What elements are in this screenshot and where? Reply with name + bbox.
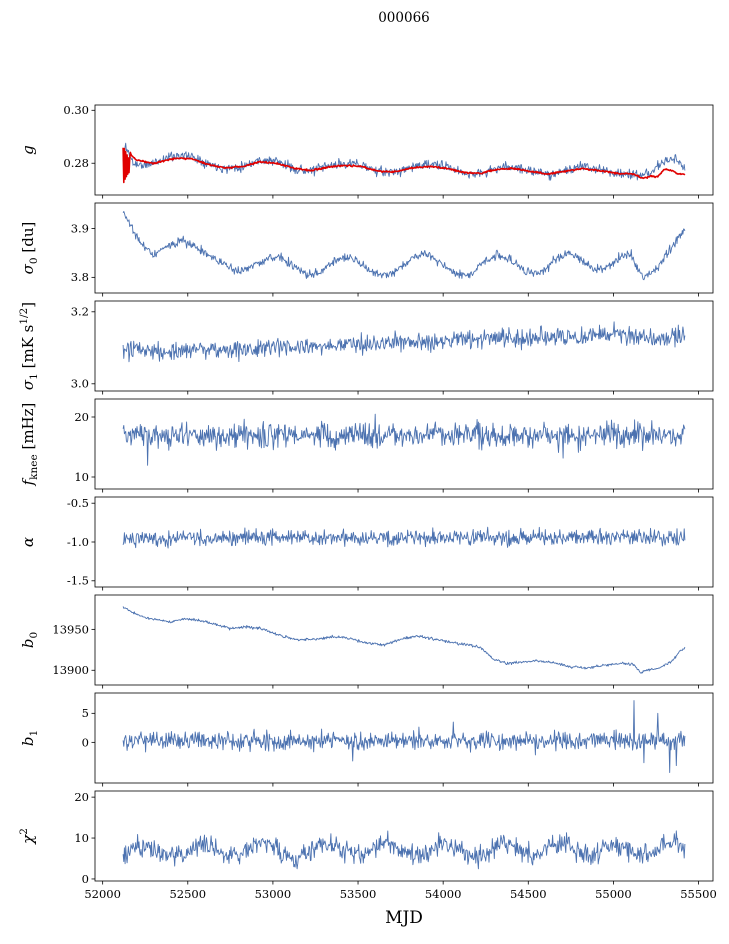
y-axis-label-sigma0: σ0 [du] (19, 222, 40, 275)
subplot-sigma0: 3.9 3.8 σ0 [du] (19, 202, 714, 297)
x-tick-label: 54500 (510, 887, 547, 901)
x-tick-label: 54000 (425, 887, 462, 901)
y-tick-label: 0 (82, 872, 89, 886)
y-tick-label: 0.30 (63, 103, 89, 117)
y-tick-label: 10 (74, 831, 89, 845)
series-b0 (122, 606, 686, 674)
axes-frame-g (94, 104, 714, 196)
y-tick-label: 10 (74, 470, 89, 484)
plot-lines-chi2 (122, 830, 686, 870)
y-ticks-b1: 50 (82, 706, 95, 749)
axes-frame-chi2 (94, 790, 714, 882)
x-tick-label: 52000 (84, 887, 121, 901)
y-axis-label-sigma1: σ1 [mK s1/2] (18, 302, 40, 390)
x-tick-label: 55500 (680, 887, 717, 901)
y-tick-label: 0.28 (63, 156, 89, 170)
y-tick-label: 20 (74, 790, 89, 804)
subplot-b0: 13950 13900 b0 (19, 594, 714, 689)
x-axis-title: MJD (385, 908, 423, 928)
y-ticks-g: 0.30 0.28 (63, 103, 95, 170)
y-axis-label-chi2: χ2 (18, 828, 37, 845)
x-tick-label: 55000 (595, 887, 632, 901)
plot-lines-g (122, 142, 686, 184)
series-g-raw (122, 142, 686, 181)
subplot-sigma1: 3.2 3.0 σ1 [mK s1/2] (18, 300, 714, 395)
y-ticks-sigma1: 3.2 3.0 (71, 305, 95, 391)
series-chi2 (122, 830, 686, 870)
y-tick-label: 3.9 (71, 221, 89, 235)
series-g-smoothed (122, 147, 686, 184)
subplot-g: 0.30 0.28 g (19, 103, 714, 199)
x-tick-label: 53500 (340, 887, 377, 901)
series-alpha (122, 526, 686, 549)
y-tick-label: 13950 (52, 622, 89, 636)
axes-frame-b1 (94, 692, 714, 784)
y-tick-label: -1.0 (67, 535, 89, 549)
y-tick-label: 20 (74, 410, 89, 424)
axes-frame-sigma0 (94, 202, 714, 294)
axes-frame-fknee (94, 398, 714, 490)
x-tick-label: 52500 (169, 887, 206, 901)
y-ticks-b0: 13950 13900 (52, 622, 95, 677)
plot-lines-alpha (122, 526, 686, 549)
plot-lines-b1 (122, 700, 686, 773)
y-tick-label: -0.5 (67, 496, 89, 510)
plot-lines-sigma0 (122, 211, 686, 281)
subplot-alpha: -0.5 -1.0 -1.5 α (19, 496, 714, 591)
y-ticks-alpha: -0.5 -1.0 -1.5 (67, 496, 95, 588)
y-axis-label-fknee: fknee [mHz] (19, 403, 40, 487)
y-ticks-sigma0: 3.9 3.8 (71, 221, 95, 284)
series-fknee (122, 413, 686, 466)
y-tick-label: 0 (82, 735, 89, 749)
figure-title: 000066 (378, 10, 430, 26)
y-axis-label-b0: b0 (19, 632, 40, 648)
y-tick-label: 3.0 (71, 377, 89, 391)
subplot-chi2: 20 10 0 χ2 (18, 790, 714, 886)
axes-frame-b0 (94, 594, 714, 686)
y-ticks-chi2: 20 10 0 (74, 790, 95, 886)
series-b1 (122, 700, 686, 773)
series-sigma0 (122, 211, 686, 281)
plot-lines-sigma1 (122, 321, 686, 363)
axes-frame-sigma1 (94, 300, 714, 392)
y-axis-label-g: g (19, 145, 37, 155)
y-axis-label-b1: b1 (19, 730, 40, 746)
y-tick-label: 5 (82, 706, 89, 720)
y-tick-label: 13900 (52, 663, 89, 677)
plot-lines-fknee (122, 413, 686, 466)
y-tick-label: 3.2 (71, 305, 89, 319)
plot-lines-b0 (122, 606, 686, 674)
y-axis-label-alpha: α (19, 537, 37, 547)
y-tick-label: 3.8 (71, 270, 89, 284)
x-tick-label: 53000 (255, 887, 292, 901)
x-axis: 52000 52500 53000 53500 54000 54500 55000 55500… (84, 887, 716, 928)
y-tick-label: -1.5 (67, 574, 89, 588)
series-sigma1 (122, 321, 686, 363)
